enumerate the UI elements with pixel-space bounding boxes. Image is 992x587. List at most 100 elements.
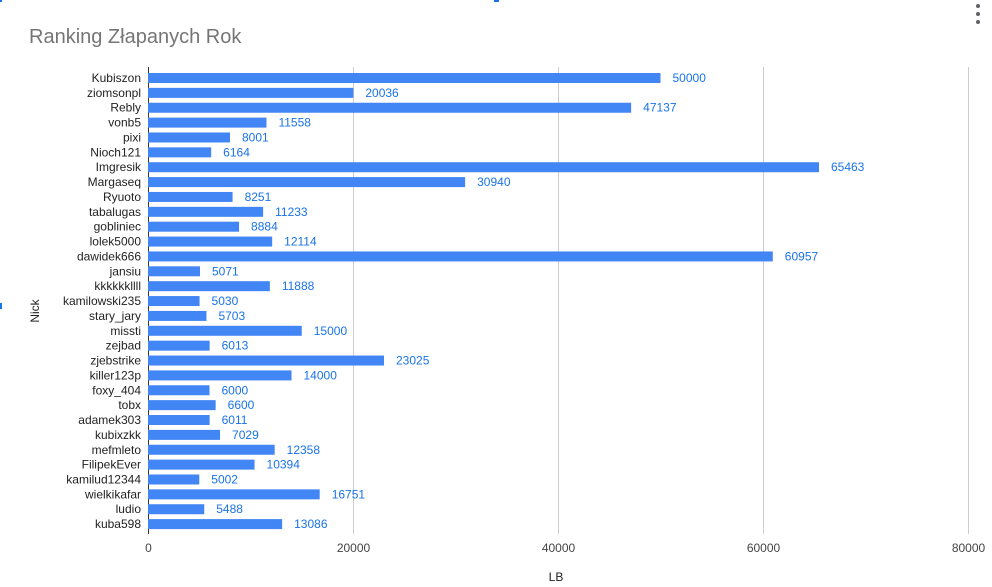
category-label: Kubiszon [92, 71, 141, 85]
chart-title: Ranking Złapanych Rok [29, 26, 242, 48]
bar[interactable] [148, 519, 283, 530]
x-tick-label: 40000 [542, 541, 576, 555]
bars [148, 73, 819, 530]
bar[interactable] [148, 310, 207, 321]
category-label: dawidek666 [77, 249, 141, 263]
category-label: wielkikafar [84, 487, 141, 501]
data-label: 12114 [284, 235, 317, 249]
category-label: kamilowski235 [63, 294, 141, 308]
bar[interactable] [148, 236, 273, 247]
x-tick-label: 20000 [337, 541, 371, 555]
bar[interactable] [148, 504, 205, 515]
bar[interactable] [148, 459, 255, 470]
more-vert-icon[interactable] [972, 4, 984, 24]
bar[interactable] [148, 221, 240, 232]
bar[interactable] [148, 385, 210, 396]
data-label: 16751 [332, 487, 366, 501]
left-selection-marker [0, 303, 2, 309]
category-label: mefmleto [92, 443, 142, 457]
data-label: 5488 [216, 502, 243, 516]
category-label: kuba598 [95, 517, 141, 531]
left-edge-marker [0, 0, 2, 2]
bar[interactable] [148, 251, 773, 262]
category-label: kkkkkkllll [94, 279, 141, 293]
category-label: vonb5 [108, 116, 141, 130]
category-label: stary_jary [89, 309, 141, 323]
bar[interactable] [148, 147, 212, 158]
category-labels: KubiszonziomsonplReblyvonb5pixiNioch121I… [63, 71, 142, 531]
bar[interactable] [148, 132, 231, 143]
data-label: 7029 [232, 428, 259, 442]
category-label: tobx [118, 398, 141, 412]
category-label: zjebstrike [90, 354, 141, 368]
category-label: Imgresik [96, 160, 142, 174]
bar[interactable] [148, 266, 200, 277]
data-label: 23025 [396, 354, 430, 368]
data-label: 5002 [211, 472, 238, 486]
category-label: kamilud12344 [66, 472, 141, 486]
bar[interactable] [148, 191, 233, 202]
data-label: 12358 [287, 443, 321, 457]
category-label: tabalugas [89, 205, 141, 219]
category-label: ziomsonpl [87, 86, 141, 100]
bar[interactable] [148, 370, 292, 381]
data-label: 10394 [267, 458, 301, 472]
bar[interactable] [148, 162, 819, 173]
bar[interactable] [148, 444, 275, 455]
data-label: 8251 [245, 190, 272, 204]
data-label: 5030 [212, 294, 239, 308]
bar[interactable] [148, 87, 354, 98]
x-tick-labels: 0 20000 40000 60000 80000 [145, 541, 985, 555]
bar[interactable] [148, 429, 221, 440]
data-label: 30940 [477, 175, 511, 189]
data-label: 50000 [673, 71, 707, 85]
bar[interactable] [148, 296, 200, 307]
bar[interactable] [148, 206, 264, 217]
data-label: 14000 [304, 368, 338, 382]
category-label: adamek303 [78, 413, 141, 427]
data-label: 11233 [275, 205, 308, 219]
category-label: Nioch121 [90, 145, 141, 159]
data-label: 6600 [228, 398, 255, 412]
bar[interactable] [148, 117, 267, 128]
category-label: foxy_404 [92, 383, 141, 397]
bar[interactable] [148, 340, 210, 351]
category-label: pixi [123, 130, 141, 144]
bar[interactable] [148, 355, 385, 366]
bar[interactable] [148, 177, 466, 188]
bar[interactable] [148, 73, 661, 83]
data-label: 20036 [365, 86, 399, 100]
category-label: kubixzkk [95, 428, 142, 442]
x-tick-label: 80000 [952, 541, 986, 555]
category-label: Rebly [110, 101, 141, 115]
bar[interactable] [148, 474, 200, 485]
bar[interactable] [148, 325, 302, 336]
data-label: 11888 [282, 279, 315, 293]
category-label: ludio [116, 502, 142, 516]
x-tick-label: 0 [145, 541, 152, 555]
data-label: 15000 [314, 324, 348, 338]
category-label: gobliniec [94, 220, 141, 234]
data-label: 60957 [785, 249, 819, 263]
data-label: 13086 [294, 517, 328, 531]
bar[interactable] [148, 281, 270, 292]
category-label: Margaseq [88, 175, 141, 189]
bar[interactable] [148, 102, 632, 113]
category-label: missti [110, 324, 141, 338]
category-label: lolek5000 [90, 235, 142, 249]
data-label: 6164 [223, 145, 250, 159]
category-label: jansiu [109, 264, 141, 278]
category-label: FilipekEver [82, 458, 141, 472]
data-label: 11558 [278, 116, 311, 130]
bar[interactable] [148, 489, 320, 500]
data-label: 8001 [242, 130, 269, 144]
data-label: 6000 [222, 383, 249, 397]
data-label: 8884 [251, 220, 278, 234]
y-axis-title: Nick [28, 298, 42, 322]
bar[interactable] [148, 400, 216, 411]
bar[interactable] [148, 415, 210, 426]
category-label: Ryuoto [103, 190, 141, 204]
top-selection-marker [494, 0, 499, 2]
